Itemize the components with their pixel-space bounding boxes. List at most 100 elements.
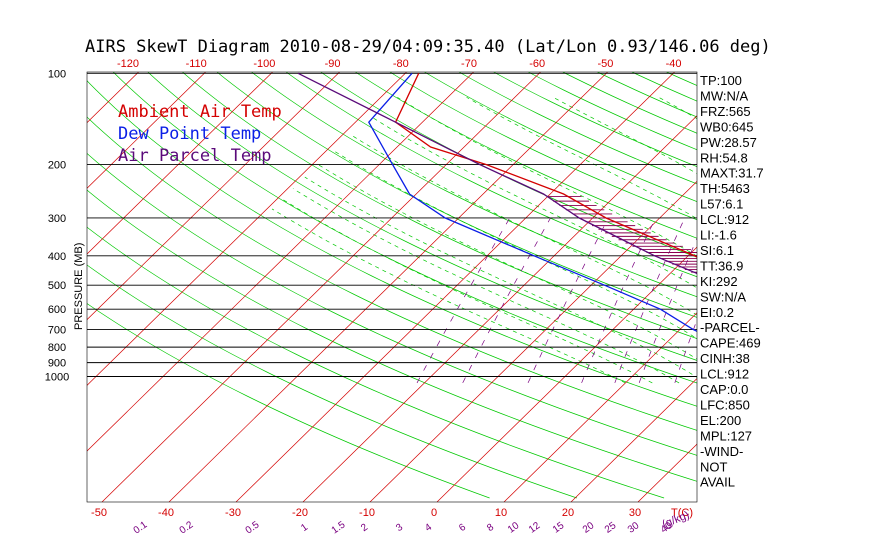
isotherm-line bbox=[772, 72, 870, 502]
bottom-temp-tick-label: 0 bbox=[431, 507, 437, 519]
isotherm-line bbox=[0, 72, 5, 502]
dry-adiabat-line bbox=[389, 72, 697, 221]
pressure-tick-label: 900 bbox=[48, 358, 66, 370]
pressure-tick-label: 1000 bbox=[45, 372, 69, 384]
mixing-ratio-line bbox=[809, 218, 854, 383]
moist-adiabat-line bbox=[770, 97, 870, 383]
pressure-tick-label: 200 bbox=[48, 160, 66, 172]
index-label: -PARCEL- bbox=[700, 320, 760, 335]
pressure-tick-label: 700 bbox=[48, 325, 66, 337]
moist-adiabat-line bbox=[318, 164, 697, 360]
bottom-temp-tick-label: 10 bbox=[495, 507, 507, 519]
index-label: PW:28.57 bbox=[700, 135, 757, 150]
top-temp-tick-label: -50 bbox=[597, 58, 613, 70]
bottom-temp-tick-label: -20 bbox=[292, 507, 308, 519]
index-label: SW:N/A bbox=[700, 289, 746, 304]
mixing-ratio-line bbox=[768, 218, 818, 383]
index-label: LCL:912 bbox=[700, 367, 749, 382]
moist-adiabat-line bbox=[861, 97, 870, 383]
dry-adiabat-line bbox=[424, 72, 697, 202]
dry-adiabat-line bbox=[355, 72, 697, 239]
moist-adiabat-line bbox=[304, 176, 697, 378]
dry-adiabat-line bbox=[320, 72, 697, 258]
legend-ambient-air-temp: Ambient Air Temp bbox=[118, 102, 282, 122]
isotherm-line bbox=[87, 72, 407, 386]
mixing-ratio-tick-label: 20 bbox=[581, 520, 597, 536]
moist-adiabat-line bbox=[271, 208, 626, 384]
index-label: RH:54.8 bbox=[700, 150, 748, 165]
bottom-temp-tick-label: -10 bbox=[359, 507, 375, 519]
moist-adiabat-line bbox=[281, 198, 653, 384]
index-label: TP:100 bbox=[700, 73, 742, 88]
index-label: MAXT:31.7 bbox=[700, 166, 764, 181]
top-temp-tick-label: -100 bbox=[253, 58, 275, 70]
isotherm-line bbox=[235, 72, 675, 502]
plot-frame bbox=[86, 71, 698, 503]
mixing-ratio-tick-label: 1.5 bbox=[330, 519, 348, 536]
pressure-tick-label: 100 bbox=[48, 68, 66, 80]
isotherm-line bbox=[101, 72, 541, 502]
mixing-ratio-line bbox=[833, 218, 870, 383]
dry-adiabat-line bbox=[285, 72, 697, 278]
index-label: L57:6.1 bbox=[700, 197, 743, 212]
stability-indices: TP:100MW:N/AFRZ:565WB0:645PW:28.57RH:54.… bbox=[700, 73, 764, 490]
top-temp-tick-label: -110 bbox=[186, 58, 207, 70]
mixing-ratio-tick-label: 8 bbox=[485, 522, 496, 534]
index-label: NOT bbox=[700, 459, 728, 474]
mixing-ratio-line bbox=[581, 217, 656, 384]
legend-dew-point-temp: Dew Point Temp bbox=[118, 124, 261, 144]
y-axis-label: PRESSURE (MB) bbox=[73, 243, 85, 330]
moist-adiabat-line bbox=[351, 134, 697, 316]
index-label: -WIND- bbox=[700, 444, 743, 459]
index-label: CAPE:469 bbox=[700, 336, 761, 351]
mixing-ratio-tick-label: 0.5 bbox=[244, 519, 262, 536]
mixing-ratio-tick-label: 2 bbox=[359, 522, 370, 534]
mixing-ratio-line bbox=[527, 217, 609, 384]
isotherm-line bbox=[839, 72, 870, 502]
bottom-temp-tick-label: -50 bbox=[91, 507, 107, 519]
index-label: CAP:0.0 bbox=[700, 382, 748, 397]
mixing-ratio-line bbox=[462, 217, 551, 384]
isotherm-line bbox=[87, 72, 273, 255]
legend-air-parcel-temp: Air Parcel Temp bbox=[118, 146, 272, 166]
isotherm-line bbox=[87, 72, 340, 321]
mixing-ratio-tick-label: 12 bbox=[527, 520, 543, 536]
moist-adiabat-line bbox=[658, 96, 697, 120]
isotherm-line bbox=[369, 180, 697, 502]
dry-adiabat-line bbox=[458, 72, 697, 185]
mixing-ratio-tick-label: 15 bbox=[551, 520, 567, 536]
mixing-ratio-tick-label: 10 bbox=[506, 520, 522, 536]
dry-adiabat-line bbox=[805, 72, 870, 498]
pressure-tick-label: 400 bbox=[48, 251, 66, 263]
isotherm-line bbox=[87, 72, 474, 452]
mixing-ratio-line bbox=[864, 218, 870, 383]
chart-title: AIRS SkewT Diagram 2010-08-29/04:09:35.4… bbox=[85, 37, 771, 57]
legend: Ambient Air Temp Dew Point Temp Air Parc… bbox=[118, 102, 282, 166]
index-label: LFC:850 bbox=[700, 397, 750, 412]
series-line-dew-point-temp bbox=[368, 72, 697, 333]
pressure-tick-label: 300 bbox=[48, 213, 66, 225]
index-label: LCL:912 bbox=[700, 212, 749, 227]
mixing-ratio-tick-label: 3 bbox=[394, 522, 405, 534]
index-label: SI:6.1 bbox=[700, 243, 734, 258]
index-label: WB0:645 bbox=[700, 119, 753, 134]
top-temp-tick-label: -60 bbox=[529, 58, 545, 70]
index-label: MPL:127 bbox=[700, 428, 752, 443]
index-label: AVAIL bbox=[700, 475, 735, 490]
bottom-temp-tick-label: -40 bbox=[158, 507, 174, 519]
moist-adiabat-line bbox=[466, 96, 697, 220]
mixing-ratio-line bbox=[674, 319, 697, 384]
index-label: LI:-1.6 bbox=[700, 228, 737, 243]
bottom-temp-tick-label: 20 bbox=[562, 507, 574, 519]
mixing-ratio-line bbox=[614, 217, 686, 384]
mixing-ratio-tick-label: 25 bbox=[603, 520, 619, 536]
isotherm-line bbox=[436, 246, 697, 502]
mixing-ratio-tick-label: 4 bbox=[423, 522, 434, 534]
isotherm-line bbox=[570, 377, 697, 502]
mixing-ratio-tick-label: 1 bbox=[299, 522, 310, 534]
dry-adiabat-line bbox=[528, 72, 697, 151]
mixing-ratio-tick-label: 0.1 bbox=[132, 519, 150, 536]
series-line-air-parcel-temp bbox=[297, 72, 697, 275]
mixing-ratio-line bbox=[790, 218, 837, 383]
